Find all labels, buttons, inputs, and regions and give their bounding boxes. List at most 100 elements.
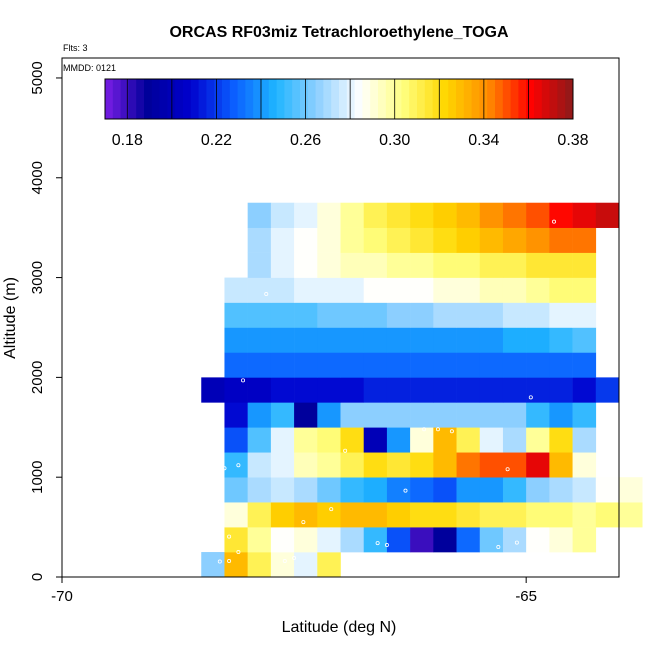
heatmap-cell [526,327,550,353]
flight-point [514,540,519,545]
heatmap-cell [317,202,341,228]
heatmap-cell [549,352,573,378]
heatmap-cell [502,277,527,303]
heatmap-cell [270,377,295,403]
colorbar-swatch [487,79,496,119]
heatmap-cell [363,252,388,278]
heatmap-cell [363,352,388,378]
heatmap-cell [433,377,457,403]
heatmap-cell [340,452,365,478]
heatmap-cell [526,402,550,428]
colorbar-swatch [253,79,262,119]
flights-label: Flts: 3 [63,43,88,53]
heatmap-cell [270,352,295,378]
heatmap-cell [479,452,504,478]
heatmap-cell [572,427,597,453]
heatmap-cell [294,302,318,328]
heatmap-cell [247,227,272,253]
heatmap-cell [363,427,388,453]
colorbar-swatch [518,79,527,119]
heatmap-cell [340,327,365,353]
colorbar-swatch [323,79,332,119]
heatmap-cell [456,502,481,528]
heatmap-cell [386,352,411,378]
heatmap-cell [526,352,550,378]
colorbar-swatch [190,79,199,119]
heatmap-cell [549,502,573,528]
heatmap-cell [317,427,341,453]
heatmap-cell [340,302,365,328]
colorbar-swatch [292,79,301,119]
colorbar-swatch [448,79,457,119]
colorbar-swatch [284,79,293,119]
heatmap-cell [479,402,504,428]
heatmap-cell [340,227,365,253]
heatmap-cell [386,302,411,328]
heatmap-cell [224,377,248,403]
heatmap-cell [502,352,527,378]
heatmap-cell [340,402,365,428]
flight-point [236,550,241,555]
heatmap-cell [572,302,597,328]
heatmap-cell [340,527,365,553]
heatmap-cell [340,352,365,378]
heatmap-cell [410,452,434,478]
colorbar-swatch [105,79,114,119]
heatmap-cell [340,427,365,453]
heatmap-cell [456,377,481,403]
heatmap-cell [595,502,620,528]
heatmap-cell [317,252,341,278]
colorbar-swatch [276,79,285,119]
colorbar-swatch [385,79,394,119]
colorbar-swatch [502,79,511,119]
colorbar-swatch [471,79,480,119]
heatmap-cell [456,402,481,428]
heatmap-cell [294,502,318,528]
heatmap-cell [502,402,527,428]
colorbar-swatch [331,79,340,119]
heatmap-cell [502,452,527,478]
heatmap-cell [410,502,434,528]
y-tick-label: 5000 [29,61,46,94]
heatmap-cell [456,427,481,453]
heatmap-cell [479,502,504,528]
colorbar-swatch [183,79,192,119]
heatmap-cell [386,202,411,228]
colorbar-swatch [261,79,270,119]
heatmap-cell [363,277,388,303]
colorbar-swatch [229,79,238,119]
y-tick-label: 3000 [29,261,46,294]
heatmap-cell [526,527,550,553]
colorbar-swatch [440,79,449,119]
colorbar-swatch [268,79,277,119]
heatmap-cell [433,402,457,428]
heatmap-cell [619,502,643,528]
colorbar-swatch [354,79,363,119]
colorbar-swatch [409,79,418,119]
flight-point [505,467,510,472]
heatmap-cell [433,302,457,328]
colorbar-tick-label: 0.22 [201,132,232,149]
heatmap-cell [502,302,527,328]
heatmap-cell [294,452,318,478]
colorbar-swatch [370,79,379,119]
colorbar-swatch [120,79,129,119]
flight-point [227,534,232,539]
heatmap-cell [363,477,388,503]
heatmap-cell [456,302,481,328]
heatmap-cell [410,477,434,503]
colorbar-swatch [378,79,387,119]
heatmap-cell [224,427,248,453]
colorbar-swatch [549,79,558,119]
heatmap-cell [456,527,481,553]
heatmap-cell [479,202,504,228]
heatmap-cell [526,277,550,303]
heatmap-cell [317,452,341,478]
flight-point [496,545,501,550]
colorbar-tick-label: 0.34 [468,132,499,149]
heatmap-cell [479,252,504,278]
heatmap-cell [363,302,388,328]
heatmap-cell [572,477,597,503]
colorbar-tick-label: 0.38 [557,132,588,149]
heatmap-cell [270,552,295,578]
